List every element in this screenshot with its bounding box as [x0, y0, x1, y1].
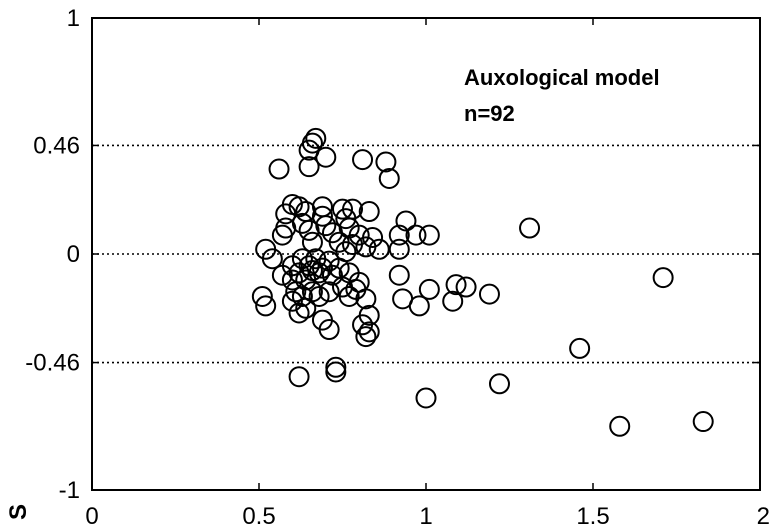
data-point [352, 149, 374, 171]
data-point [325, 361, 347, 383]
data-point [311, 205, 333, 227]
data-point [355, 288, 377, 310]
data-point [569, 337, 591, 359]
data-point [388, 238, 410, 260]
data-point [261, 248, 283, 270]
reference-lines [92, 144, 760, 364]
data-point [288, 196, 310, 218]
data-point [692, 411, 714, 433]
data-point [318, 319, 340, 341]
data-point [418, 278, 440, 300]
data-point [388, 264, 410, 286]
data-point [375, 151, 397, 173]
data-point [295, 297, 317, 319]
data-point [318, 281, 340, 303]
data-point [352, 314, 374, 336]
x-tick-label: 2 [757, 503, 770, 530]
data-point [281, 269, 303, 291]
data-point [478, 283, 500, 305]
data-point [358, 201, 380, 223]
data-point [488, 373, 510, 395]
data-point [301, 231, 323, 253]
annotation-n: n=92 [464, 101, 515, 126]
data-point [405, 224, 427, 246]
x-tick-label: 1 [419, 503, 432, 530]
data-point [251, 285, 273, 307]
data-point [335, 208, 357, 230]
data-point [355, 236, 377, 258]
data-point [308, 285, 330, 307]
y-tick-label: 0 [67, 241, 80, 268]
data-point [395, 210, 417, 232]
x-tick-label: 0 [85, 503, 98, 530]
x-tick-labels: 0 0.5 1 1.5 2 [85, 503, 770, 530]
data-point [281, 290, 303, 312]
data-point [305, 127, 327, 149]
data-point [609, 415, 631, 437]
x-tick-label: 0.5 [242, 503, 275, 530]
data-point [388, 224, 410, 246]
y-tick-label: -1 [59, 477, 80, 504]
x-tick-label: 1.5 [576, 503, 609, 530]
data-point [275, 203, 297, 225]
data-point [285, 281, 307, 303]
y-tick-label: -0.46 [25, 350, 80, 377]
data-point [368, 238, 390, 260]
data-point [308, 262, 330, 284]
data-point [298, 219, 320, 241]
y-axis-label-fragment: S [5, 504, 32, 520]
data-point [338, 285, 360, 307]
axis-ticks [91, 17, 761, 491]
annotation-model: Auxological model [464, 65, 660, 90]
data-point [255, 295, 277, 317]
data-point [325, 356, 347, 378]
data-point [455, 276, 477, 298]
data-point [418, 224, 440, 246]
data-point [288, 366, 310, 388]
data-point [408, 295, 430, 317]
data-point [268, 158, 290, 180]
data-point [442, 290, 464, 312]
y-tick-label: 1 [67, 5, 80, 32]
data-point [288, 302, 310, 324]
data-point [415, 387, 437, 409]
data-point [271, 264, 293, 286]
data-point [519, 217, 541, 239]
data-points [251, 127, 714, 437]
data-point [378, 167, 400, 189]
y-tick-labels: -1 -0.46 0 0.46 1 [25, 5, 80, 504]
data-point [358, 321, 380, 343]
data-point [652, 267, 674, 289]
data-point [355, 326, 377, 348]
y-tick-label: 0.46 [33, 132, 80, 159]
data-point [445, 274, 467, 296]
data-point [291, 285, 313, 307]
data-point [332, 198, 353, 220]
data-point [271, 224, 293, 246]
data-point [315, 146, 337, 168]
data-point [342, 234, 364, 256]
data-point [298, 156, 320, 178]
